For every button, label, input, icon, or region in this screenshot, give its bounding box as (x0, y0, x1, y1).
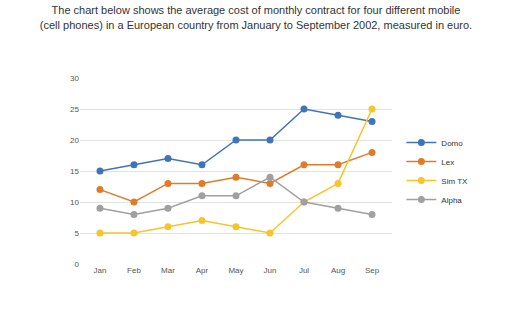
svg-text:Domo: Domo (441, 139, 463, 148)
svg-text:The chart below shows the aver: The chart below shows the average cost o… (40, 4, 472, 30)
svg-text:5: 5 (75, 229, 80, 238)
svg-text:Alpha: Alpha (441, 196, 462, 205)
svg-text:15: 15 (70, 167, 79, 176)
svg-text:10: 10 (70, 198, 79, 207)
svg-text:Apr: Apr (196, 266, 209, 275)
svg-text:Jan: Jan (94, 266, 107, 275)
svg-text:20: 20 (70, 136, 79, 145)
svg-text:Sep: Sep (365, 266, 380, 275)
svg-text:0: 0 (75, 260, 80, 269)
svg-text:Lex: Lex (441, 158, 454, 167)
svg-text:Aug: Aug (331, 266, 345, 275)
svg-text:Jul: Jul (299, 266, 309, 275)
svg-text:Sim TX: Sim TX (441, 177, 468, 186)
svg-text:30: 30 (70, 74, 79, 83)
svg-text:Feb: Feb (127, 266, 141, 275)
svg-text:25: 25 (70, 105, 79, 114)
svg-text:Mar: Mar (161, 266, 175, 275)
svg-text:Jun: Jun (264, 266, 277, 275)
svg-text:May: May (228, 266, 243, 275)
